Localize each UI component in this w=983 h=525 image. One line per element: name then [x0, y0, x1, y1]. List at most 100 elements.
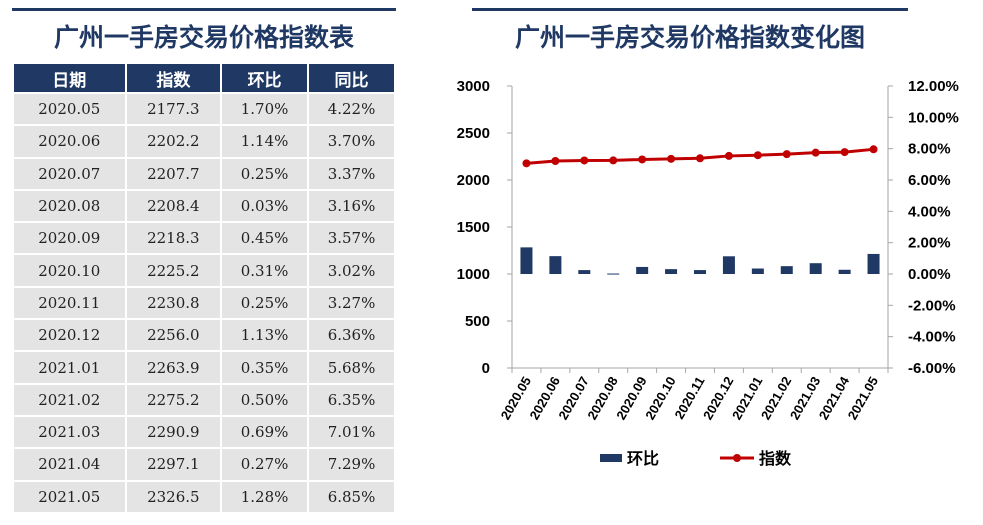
point-index	[638, 155, 647, 164]
right-tick-label: 8.00%	[908, 141, 951, 158]
table-cell-yoy: 3.37%	[309, 158, 394, 189]
left-tick-label: 1000	[457, 266, 490, 283]
table-cell-date: 2020.08	[14, 190, 125, 222]
point-index	[840, 148, 849, 157]
table-cell-date: 2020.06	[14, 126, 125, 157]
point-index	[609, 156, 618, 165]
legend-marker-index	[733, 454, 741, 462]
column-header-yoy: 同比	[309, 64, 394, 92]
right-tick-label: 10.00%	[908, 109, 959, 126]
point-index	[782, 150, 791, 159]
table-row: 2020.11 2230.8 0.25% 3.27%	[14, 287, 394, 319]
left-tick-label: 2500	[457, 125, 490, 142]
table-row: 2020.08 2208.4 0.03% 3.16%	[14, 190, 394, 222]
table-row: 2020.09 2218.3 0.45% 3.57%	[14, 223, 394, 254]
bar-mom	[578, 270, 591, 274]
table-cell-yoy: 6.85%	[309, 481, 394, 512]
bar-mom	[722, 256, 735, 274]
table-cell-yoy: 3.27%	[309, 287, 394, 319]
table-cell-date: 2020.10	[14, 255, 125, 286]
table-cell-index: 2263.9	[126, 352, 221, 383]
column-header-mom: 环比	[222, 64, 308, 92]
table-cell-yoy: 3.57%	[309, 223, 394, 254]
point-index	[753, 151, 762, 160]
table-title: 广州一手房交易价格指数表	[53, 23, 354, 52]
table-cell-mom: 1.70%	[222, 94, 308, 125]
table-cell-mom: 0.45%	[222, 223, 308, 254]
right-tick-label: 2.00%	[908, 235, 951, 252]
bar-mom	[665, 269, 678, 274]
table-cell-yoy: 3.16%	[309, 190, 394, 222]
table-header-row: 日期 指数 环比 同比	[14, 64, 394, 92]
table-cell-date: 2020.12	[14, 320, 125, 351]
table-cell-index: 2275.2	[126, 384, 221, 415]
table-cell-index: 2202.2	[126, 126, 221, 157]
table-cell-index: 2256.0	[126, 320, 221, 351]
bar-mom	[867, 253, 880, 274]
legend-swatch-mom	[600, 454, 622, 462]
table-cell-yoy: 3.02%	[309, 255, 394, 286]
table-cell-mom: 0.03%	[222, 190, 308, 222]
table-cell-index: 2225.2	[126, 255, 221, 286]
table-cell-mom: 1.14%	[222, 126, 308, 157]
table-cell-date: 2020.07	[14, 158, 125, 189]
table-row: 2021.01 2263.9 0.35% 5.68%	[14, 352, 394, 383]
bar-mom	[751, 268, 764, 274]
right-title-rule	[472, 8, 908, 11]
table-cell-index: 2218.3	[126, 223, 221, 254]
table-cell-yoy: 4.22%	[309, 94, 394, 125]
right-tick-label: 6.00%	[908, 172, 951, 189]
left-tick-label: 0	[482, 360, 490, 377]
bar-mom	[520, 247, 533, 274]
column-header-index: 指数	[126, 64, 221, 92]
table-cell-mom: 0.31%	[222, 255, 308, 286]
table-cell-mom: 0.27%	[222, 449, 308, 480]
bar-mom	[838, 269, 851, 274]
table-row: 2021.02 2275.2 0.50% 6.35%	[14, 384, 394, 415]
bar-mom	[780, 266, 793, 274]
column-header-date: 日期	[14, 64, 125, 92]
point-index	[667, 154, 676, 163]
table-cell-mom: 1.13%	[222, 320, 308, 351]
left-tick-label: 1500	[457, 219, 490, 236]
table-cell-index: 2297.1	[126, 449, 221, 480]
index-chart: 0 500 1000 1500 2000 2500 3000 -6.00% -4.00% -2.0…	[457, 78, 959, 468]
table-cell-index: 2177.3	[126, 94, 221, 125]
table-cell-mom: 0.35%	[222, 352, 308, 383]
legend-label-index: 指数	[759, 449, 792, 468]
table-cell-mom: 0.25%	[222, 158, 308, 189]
right-tick-label: -6.00%	[908, 360, 956, 377]
table-cell-date: 2021.05	[14, 481, 125, 512]
table-cell-yoy: 7.01%	[309, 416, 394, 448]
table-cell-index: 2208.4	[126, 190, 221, 222]
table-cell-date: 2021.03	[14, 416, 125, 448]
table-cell-mom: 1.28%	[222, 481, 308, 512]
table-cell-date: 2021.02	[14, 384, 125, 415]
table-cell-mom: 0.69%	[222, 416, 308, 448]
table-cell-yoy: 7.29%	[309, 449, 394, 480]
bar-mom	[607, 273, 620, 275]
table-row: 2021.03 2290.9 0.69% 7.01%	[14, 416, 394, 448]
table-cell-date: 2021.01	[14, 352, 125, 383]
bar-mom	[549, 256, 562, 274]
point-index	[580, 156, 589, 165]
table-cell-mom: 0.25%	[222, 287, 308, 319]
table-row: 2021.04 2297.1 0.27% 7.29%	[14, 449, 394, 480]
left-tick-label: 500	[465, 313, 490, 330]
table-cell-yoy: 3.70%	[309, 126, 394, 157]
point-index	[811, 148, 820, 157]
point-index	[522, 159, 531, 168]
point-index	[869, 145, 878, 154]
right-tick-label: 4.00%	[908, 203, 951, 220]
right-tick-label: -2.00%	[908, 297, 956, 314]
table-cell-yoy: 6.36%	[309, 320, 394, 351]
bar-mom	[809, 263, 822, 274]
bar-mom	[694, 270, 706, 274]
point-index	[696, 154, 704, 163]
table-cell-date: 2020.09	[14, 223, 125, 254]
point-index	[724, 151, 733, 160]
table-cell-index: 2290.9	[126, 416, 221, 448]
right-tick-label: -4.00%	[908, 329, 956, 346]
table-cell-index: 2326.5	[126, 481, 221, 512]
table-cell-yoy: 6.35%	[309, 384, 394, 415]
